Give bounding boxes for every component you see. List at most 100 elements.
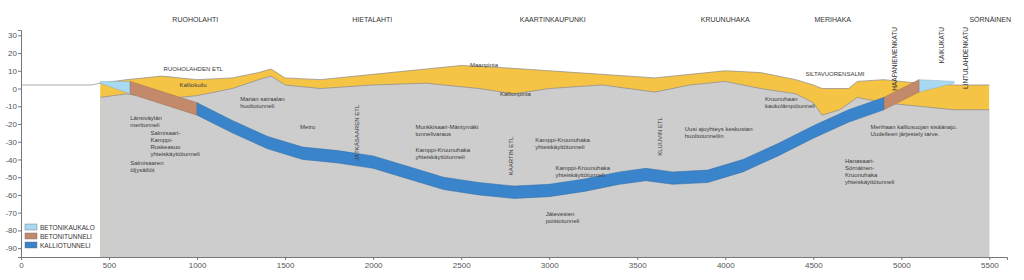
x-tick: 4000: [717, 257, 735, 270]
x-tick-mark: [549, 257, 550, 260]
chart-svg: 3020100-10-20-30-40-50-60-70-80-90050010…: [0, 0, 1024, 280]
district-label: KAARTINKAUPUNKI: [520, 16, 586, 23]
annotation-line: poistotunneli: [546, 218, 580, 224]
y-tick-mark: [18, 177, 21, 178]
y-tick-mark: [18, 89, 21, 90]
district-label: HIETALAHTI: [352, 16, 392, 23]
y-tick-mark: [18, 248, 21, 249]
annotation-line: Merihaan kalliosuojan sisäänajo.: [871, 124, 958, 130]
annotation-line: Sörnäinen-: [845, 165, 874, 171]
annotation-line: yhteiskäyttötunneli: [150, 151, 199, 157]
annotation-line: meritunneli: [130, 122, 159, 128]
district-label: KRUUNUHAKA: [701, 16, 750, 23]
x-tick-label: 4500: [805, 261, 823, 270]
annotation: Kamppi-Kruunuhakayhteiskäyttötunneli: [535, 137, 590, 150]
legend-label: BETONITUNNELI: [40, 233, 92, 240]
y-tick-label: -40: [5, 156, 17, 165]
annotation: Hanasaari-Sörnäinen-Kruunuhakayhteiskäyt…: [845, 158, 894, 185]
y-tick: -30: [5, 138, 21, 147]
x-tick: 1500: [277, 257, 295, 270]
annotation: Munkkisaari-Mäntymäkitunnelivaraus: [415, 124, 478, 137]
x-tick: 2000: [365, 257, 383, 270]
x-tick-mark: [989, 257, 990, 260]
y-tick-mark: [18, 124, 21, 125]
annotation-line: Maanpinta: [470, 62, 499, 68]
y-tick: -50: [5, 173, 21, 182]
annotation: RUOHOLAHDEN ETL: [164, 66, 224, 72]
annotation: Salmisaarenöljysäiliöt: [130, 160, 163, 173]
y-tick-mark: [18, 142, 21, 143]
x-tick-mark: [461, 257, 462, 260]
annotation-line: Kallionpinta: [500, 91, 532, 97]
y-tick-label: -30: [5, 138, 17, 147]
y-tick: -90: [5, 244, 21, 253]
legend-swatch: [25, 224, 37, 230]
tunnel-band: [130, 80, 919, 115]
annotation: Maanpinta: [470, 62, 499, 68]
annotation-line: Kamppi-: [150, 137, 172, 143]
x-tick-mark: [197, 257, 198, 260]
y-tick-label: 20: [8, 49, 17, 58]
street-label: HAAPANIEMENKATU: [891, 27, 898, 91]
annotation-line: kaukolämpötunneli: [765, 103, 815, 109]
x-tick-mark: [637, 257, 638, 260]
x-tick: 2500: [453, 257, 471, 270]
x-tick-label: 3000: [541, 261, 559, 270]
legend-item: KALLIOTUNNELI: [25, 242, 91, 249]
chart-container: 3020100-10-20-30-40-50-60-70-80-90050010…: [0, 0, 1024, 280]
x-tick: 500: [103, 257, 117, 270]
annotation: Kruunuhaankaukolämpötunneli: [765, 96, 815, 109]
y-tick-mark: [18, 71, 21, 72]
annotation: Merihaan kalliosuojan sisäänajo.Uudellee…: [871, 124, 958, 137]
annotation-line: Salmisaari-: [150, 130, 180, 136]
y-tick: 10: [8, 67, 21, 76]
annotation: Jätevesienpoistotunneli: [546, 211, 580, 224]
vertical-annotation: KAARTIN ETL: [508, 136, 514, 175]
y-tick: -70: [5, 209, 21, 218]
x-tick: 0: [19, 257, 24, 270]
x-tick-mark: [285, 257, 286, 260]
annotation-line: huoltotunneliin: [685, 133, 724, 139]
annotation-line: Metro: [300, 124, 316, 130]
x-tick-mark: [109, 257, 110, 260]
legend-swatch: [25, 242, 37, 248]
x-tick-mark: [901, 257, 902, 260]
annotation: Kamppi-Kruunuhakayhteiskäyttötunneli: [415, 147, 470, 160]
y-tick-mark: [18, 213, 21, 214]
y-tick: -20: [5, 120, 21, 129]
x-tick-mark: [725, 257, 726, 260]
annotation-line: Munkkisaari-Mäntymäki: [415, 124, 478, 130]
y-tick-label: 30: [8, 31, 17, 40]
y-axis-line: [18, 31, 22, 258]
surface-area: [100, 65, 989, 257]
annotation-line: Salmisaaren: [130, 160, 163, 166]
x-tick-mark: [373, 257, 374, 260]
street-label: KAIKUKATU: [938, 27, 945, 64]
annotation-line: Uudelleen järjestely tarve.: [871, 131, 940, 137]
x-tick-label: 2000: [365, 261, 383, 270]
y-tick-label: -70: [5, 209, 17, 218]
x-tick: 5500: [981, 257, 999, 270]
x-tick-label: 0: [19, 261, 24, 270]
legend-item: BETONIKAUKALO: [25, 224, 95, 231]
y-tick-label: 10: [8, 67, 17, 76]
x-axis-line: [22, 258, 1008, 261]
y-tick-mark: [18, 159, 21, 160]
annotation-line: Kamppi-Kruunuhaka: [415, 147, 470, 153]
legend-swatch: [25, 233, 37, 239]
y-tick-label: -80: [5, 226, 17, 235]
y-tick-mark: [18, 195, 21, 196]
y-tick: 0: [13, 85, 21, 94]
street-label: LINTULAHDENKATU: [962, 27, 969, 89]
y-tick-label: -20: [5, 120, 17, 129]
text-layer: RUOHOLAHTIHIETALAHTIKAARTINKAUPUNKIKRUUN…: [25, 16, 1011, 249]
surface-line: [21, 65, 989, 88]
annotation-line: Kruunuhaan: [765, 96, 798, 102]
y-tick-mark: [18, 53, 21, 54]
annotation: Kalliokuilu: [179, 82, 206, 88]
x-axis: 0500100015002000250030003500400045005000…: [19, 257, 1007, 270]
y-tick: -60: [5, 191, 21, 200]
annotation-line: yhteiskäyttötunneli: [555, 172, 604, 178]
annotation-line: RUOHOLAHDEN ETL: [164, 66, 224, 72]
y-tick-mark: [18, 230, 21, 231]
